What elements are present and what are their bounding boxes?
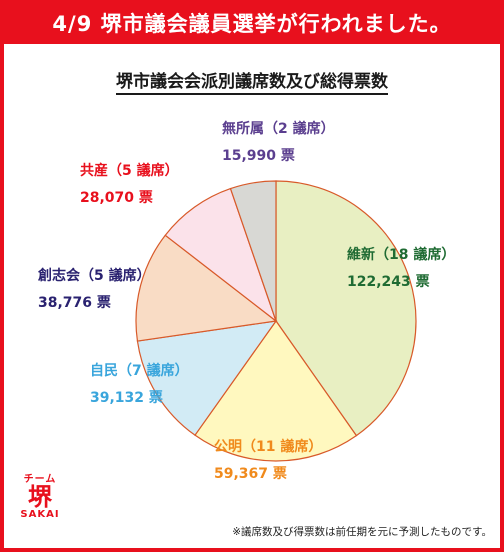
label-mushozoku: 無所属（2 議席） 15,990 票 bbox=[222, 118, 335, 165]
logo-line1: チーム bbox=[23, 474, 57, 485]
label-kyosan: 共産（5 議席） 28,070 票 bbox=[80, 160, 179, 207]
seats-label: （2 議席） bbox=[264, 121, 335, 137]
pie-slice-3 bbox=[135, 234, 278, 342]
seats-label: （5 議席） bbox=[108, 163, 179, 179]
logo-line2: 堺 bbox=[28, 483, 52, 511]
votes-label: 39,132 票 bbox=[90, 390, 163, 406]
party-name: 維新 bbox=[347, 247, 375, 263]
seats-label: （18 議席） bbox=[375, 247, 456, 263]
team-sakai-logo: チーム 堺 SAKAI bbox=[16, 470, 64, 520]
party-name: 共産 bbox=[80, 163, 108, 179]
seats-label: （7 議席） bbox=[118, 363, 189, 379]
pie-slice-2 bbox=[136, 320, 278, 437]
label-ishin: 維新（18 議席） 122,243 票 bbox=[347, 244, 455, 291]
pie-chart bbox=[135, 180, 417, 462]
party-name: 公明 bbox=[214, 439, 242, 455]
party-name: 自民 bbox=[90, 363, 118, 379]
votes-label: 15,990 票 bbox=[222, 148, 295, 164]
votes-label: 59,367 票 bbox=[214, 466, 287, 482]
votes-label: 122,243 票 bbox=[347, 274, 430, 290]
pie-slice-5 bbox=[229, 180, 277, 322]
label-komei: 公明（11 議席） 59,367 票 bbox=[214, 436, 322, 483]
seats-label: （5 議席） bbox=[80, 268, 151, 284]
pie-slice-1 bbox=[194, 319, 358, 462]
pie-slice-0 bbox=[275, 180, 417, 437]
logo-line3: SAKAI bbox=[20, 509, 60, 520]
votes-label: 38,776 票 bbox=[38, 295, 111, 311]
banner-title: 4/9 堺市議会議員選挙が行われました。 bbox=[4, 4, 500, 44]
party-name: 創志会 bbox=[38, 268, 80, 284]
votes-label: 28,070 票 bbox=[80, 190, 153, 206]
label-jimin: 自民（7 議席） 39,132 票 bbox=[90, 360, 189, 407]
footnote: ※議席数及び得票数は前任期を元に予測したものです。 bbox=[232, 526, 492, 538]
seats-label: （11 議席） bbox=[242, 439, 323, 455]
label-soushikai: 創志会（5 議席） 38,776 票 bbox=[38, 265, 151, 312]
chart-title: 堺市議会会派別議席数及び総得票数 bbox=[4, 67, 500, 95]
pie-slice-4 bbox=[164, 187, 278, 323]
party-name: 無所属 bbox=[222, 121, 264, 137]
